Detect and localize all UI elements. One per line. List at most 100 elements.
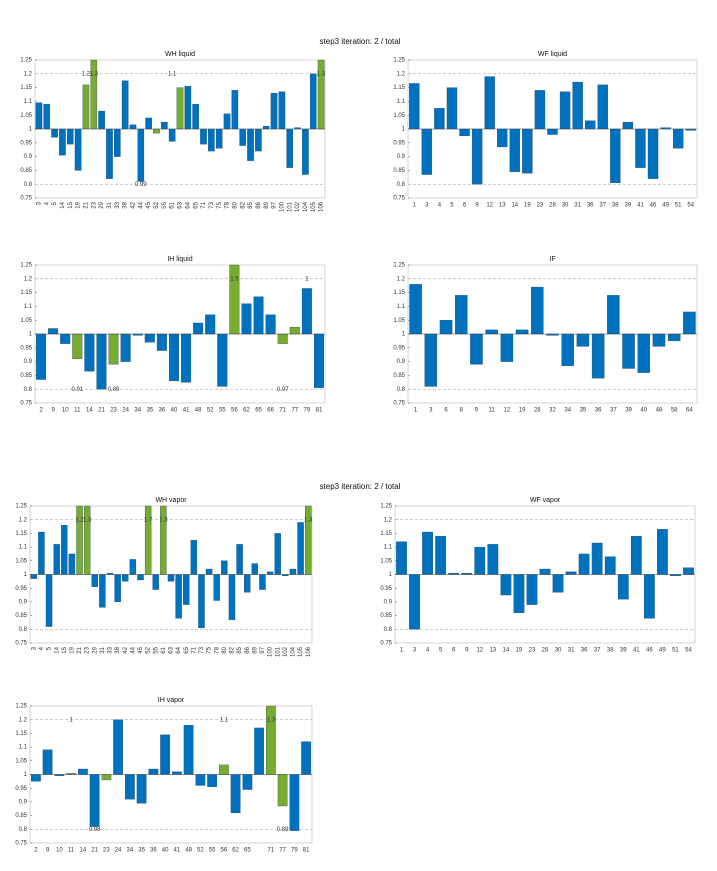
x-tick-label: 100: [268, 646, 274, 657]
bar: [278, 91, 286, 130]
chart-title: IH vapor: [158, 697, 185, 704]
bar: [515, 329, 529, 335]
x-tick-label: 10: [56, 848, 63, 854]
bar: [223, 113, 231, 130]
bar: [617, 574, 629, 600]
annotation: 0.99: [135, 182, 147, 188]
y-tick-label: 0.95: [15, 786, 27, 792]
x-tick-label: 36: [159, 408, 166, 414]
x-tick-label: 49: [659, 648, 666, 654]
bar: [230, 774, 241, 814]
annotation: 1.2: [75, 517, 84, 523]
y-tick-label: 1.05: [380, 558, 392, 564]
bar: [244, 574, 251, 593]
chart-title: IH liquid: [167, 256, 192, 263]
x-tick-label: 66: [267, 408, 274, 414]
bar: [485, 329, 498, 335]
x-tick-label: 31: [100, 646, 106, 653]
x-tick-label: 52: [146, 646, 152, 653]
y-tick-label: 0.75: [380, 641, 392, 647]
bar: [83, 505, 91, 575]
bar: [396, 541, 407, 575]
chart: WF vapor 0.75 0.8 0.85 0.9 0.95 1 1.05 1.1 1.15 1.…: [380, 497, 696, 654]
x-tick-label: 35: [138, 848, 145, 854]
x-tick-label: 24: [115, 848, 122, 854]
x-tick-label: 14: [54, 646, 60, 653]
x-tick-label: 42: [123, 646, 129, 653]
bar: [534, 90, 546, 130]
bar: [183, 574, 190, 605]
x-tick-label: 2: [34, 848, 38, 854]
x-tick-label: 23: [85, 646, 91, 653]
y-tick-label: 0.9: [19, 599, 28, 605]
x-tick-label: 71: [279, 408, 286, 414]
x-tick-label: 102: [295, 201, 301, 212]
x-tick-label: 36: [581, 648, 588, 654]
x-tick-label: 33: [108, 646, 114, 653]
x-tick-label: 64: [185, 201, 191, 208]
x-tick-label: 100: [279, 201, 285, 212]
x-tick-label: 41: [633, 648, 640, 654]
x-tick-label: 78: [214, 646, 220, 653]
annotation: 1.1: [220, 717, 229, 723]
x-tick-label: 11: [74, 408, 81, 414]
x-tick-label: 75: [207, 646, 213, 653]
bar: [161, 121, 168, 130]
x-tick-label: 45: [138, 646, 144, 653]
x-tick-label: 28: [534, 408, 541, 414]
bar: [181, 333, 192, 383]
x-tick-label: 37: [594, 648, 601, 654]
bar: [439, 320, 453, 335]
x-tick-label: 29: [92, 646, 98, 653]
bar: [144, 505, 152, 575]
x-tick-label: 21: [84, 201, 90, 208]
bar: [192, 104, 199, 130]
y-tick-label: 0.8: [19, 827, 28, 833]
bar: [76, 505, 83, 575]
x-tick-label: 46: [650, 203, 657, 209]
bar: [604, 556, 616, 575]
x-tick-label: 89: [264, 201, 270, 208]
bar: [219, 764, 229, 775]
bar: [136, 774, 147, 804]
y-tick-label: 1.2: [19, 517, 28, 523]
y-tick-label: 1.15: [393, 85, 405, 91]
bar: [643, 574, 655, 619]
x-tick-label: 101: [287, 201, 293, 212]
x-tick-label: 30: [555, 648, 562, 654]
x-tick-label: 13: [489, 648, 496, 654]
bar: [635, 128, 646, 168]
bar: [48, 328, 59, 335]
bar: [122, 574, 129, 582]
x-tick-label: 4: [39, 646, 45, 650]
bar: [610, 128, 621, 183]
x-tick-label: 77: [279, 848, 286, 854]
x-tick-label: 23: [91, 201, 97, 208]
x-tick-label: 36: [150, 848, 157, 854]
bar: [60, 333, 71, 344]
bar: [652, 333, 666, 347]
bar: [53, 544, 60, 575]
x-tick-label: 44: [130, 646, 136, 653]
x-tick-label: 38: [115, 646, 121, 653]
y-tick-label: 0.85: [393, 373, 405, 379]
bar: [78, 768, 88, 775]
x-tick-label: 86: [256, 201, 262, 208]
x-tick-label: 65: [193, 201, 199, 208]
chart: WF liquid 0.75 0.8 0.85 0.9 0.95 1 1.05 1.1 1.15 1…: [393, 51, 698, 209]
x-tick-label: 80: [232, 201, 238, 208]
annotation: 0.89: [277, 827, 289, 833]
bar: [45, 574, 53, 627]
x-tick-label: 12: [504, 408, 511, 414]
x-tick-label: 3: [425, 203, 429, 209]
bar: [160, 734, 170, 775]
x-tick-label: 52: [154, 201, 160, 208]
y-tick-label: 1.1: [24, 99, 33, 105]
bar: [200, 128, 207, 145]
y-tick-label: 0.9: [397, 154, 406, 160]
y-tick-label: 0.85: [15, 813, 27, 819]
bar: [522, 128, 533, 174]
x-tick-label: 65: [184, 646, 190, 653]
x-tick-label: 55: [209, 848, 216, 854]
x-tick-label: 42: [131, 201, 137, 208]
